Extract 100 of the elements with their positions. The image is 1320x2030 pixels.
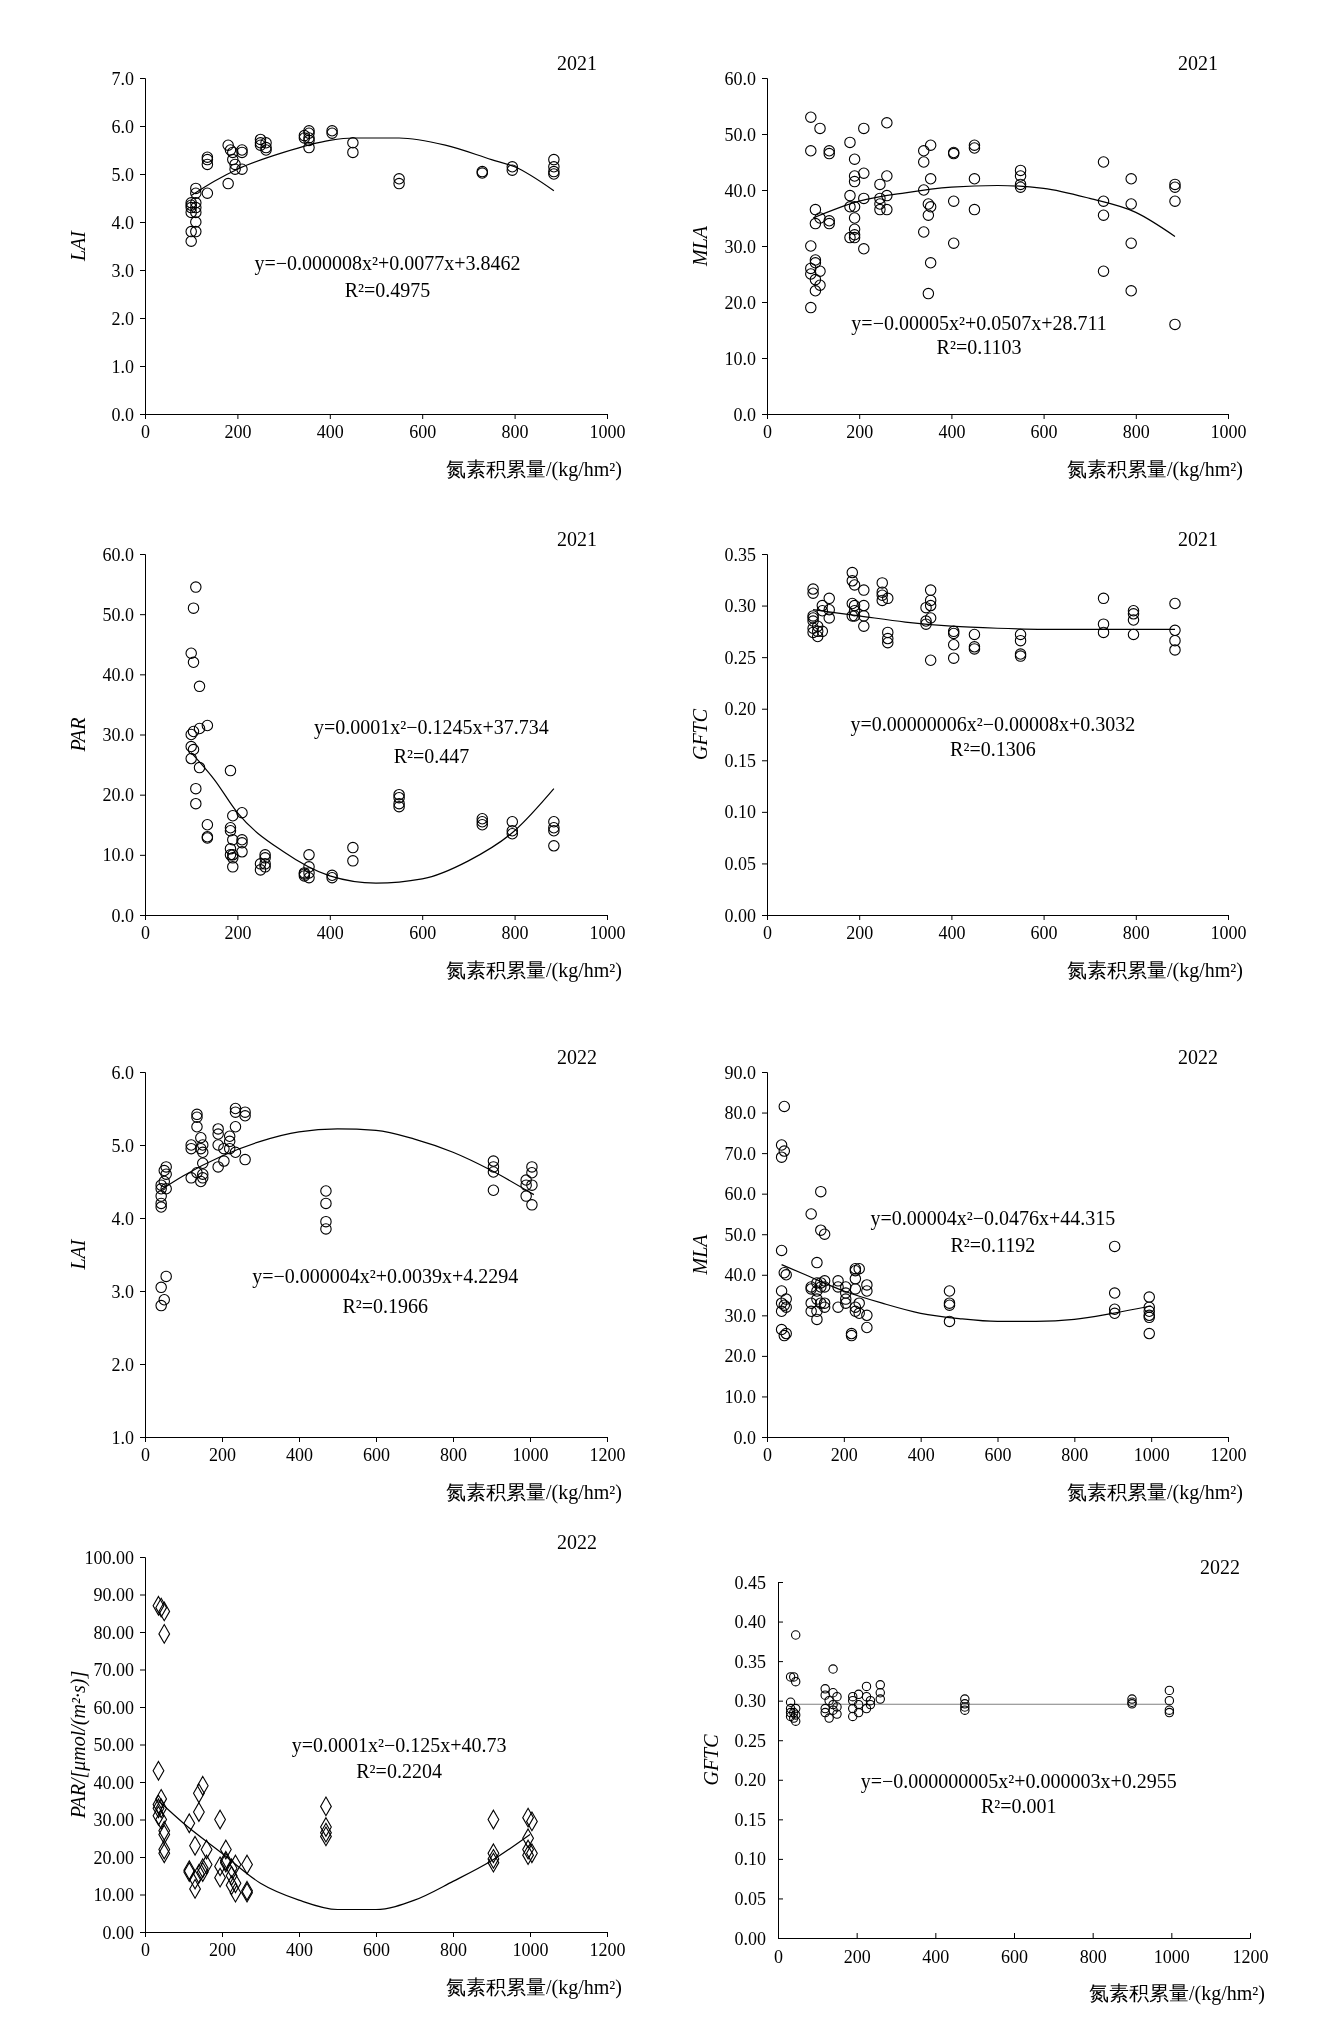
x-tick-label: 200	[830, 1445, 858, 1466]
y-tick-label: 0.25	[724, 647, 756, 668]
y-tick-label: 70.00	[93, 1660, 134, 1680]
point	[828, 1664, 838, 1674]
y-tick-label: 80.0	[724, 1103, 756, 1124]
point	[487, 1184, 500, 1196]
y-tick-label: 0.15	[724, 750, 756, 771]
y-tick-label: 0.0	[733, 404, 756, 425]
y-tick-label: 6.0	[111, 116, 134, 137]
point	[218, 1142, 230, 1155]
point	[875, 1694, 885, 1704]
x-tick-label: 600	[409, 422, 437, 443]
y-tick-label: 20.0	[102, 785, 134, 806]
point	[155, 1299, 167, 1312]
point	[185, 1172, 197, 1184]
x-axis-title: 氮素积累量/(kg/hm²)	[446, 458, 622, 481]
y-tick-label: 0.00	[102, 1922, 134, 1943]
annotation: y=0.00004x²−0.0476x+44.315	[870, 1207, 1116, 1230]
text: 2022	[1200, 1556, 1240, 1578]
y-tick-label: 70.0	[724, 1143, 756, 1164]
y-tick-label: 40.00	[93, 1772, 134, 1793]
x-tick-label: 1000	[512, 1940, 549, 1961]
annotation: y=−0.000000005x²+0.000003x+0.2955	[860, 1770, 1177, 1794]
x-tick-label: 800	[1079, 1947, 1107, 1968]
x-axis-title: 氮素积累量/(kg/hm²)	[1089, 1982, 1265, 2005]
x-tick-label: 0	[141, 923, 150, 944]
y-tick-label: 0.35	[734, 1651, 766, 1672]
x-tick-label: 0	[141, 1940, 150, 1961]
point	[155, 1179, 167, 1191]
point	[158, 1294, 170, 1306]
point	[223, 1135, 236, 1148]
x-tick-label: 200	[843, 1947, 871, 1968]
point	[320, 1215, 332, 1228]
y-tick-label: 0.05	[734, 1888, 766, 1909]
y-tick-label: 3.0	[111, 260, 134, 281]
point	[785, 1697, 796, 1707]
y-tick-label: 60.0	[724, 1184, 756, 1205]
annotation: R²=0.001	[980, 1795, 1057, 1818]
y-tick-label: 4.0	[111, 1208, 134, 1229]
point	[820, 1684, 830, 1694]
y-axis-title: PAR	[67, 717, 89, 753]
point	[185, 206, 197, 219]
x-tick-label: 600	[984, 1445, 1012, 1466]
point	[487, 1166, 500, 1178]
x-tick-label: 0	[774, 1947, 783, 1968]
point	[960, 1694, 970, 1704]
x-tick-label: 600	[1030, 422, 1058, 443]
y-tick-label: 4.0	[111, 212, 134, 233]
y-tick-label: 0.0	[111, 905, 134, 926]
point	[853, 1689, 864, 1700]
point	[824, 1713, 834, 1723]
point	[197, 1157, 209, 1169]
point	[229, 1106, 242, 1118]
x-tick-label: 800	[1122, 923, 1150, 944]
point	[824, 1695, 834, 1706]
point	[789, 1672, 799, 1682]
text: 2022	[1178, 1046, 1218, 1068]
y-tick-label: 20.0	[724, 292, 756, 313]
point	[190, 182, 202, 195]
y-tick-label: 0.00	[724, 905, 756, 926]
y-tick-label: 40.0	[102, 664, 134, 685]
text: 2021	[557, 528, 597, 550]
x-tick-label: 200	[846, 923, 874, 944]
point	[185, 235, 197, 247]
x-tick-label: 400	[922, 1947, 950, 1968]
point	[1164, 1685, 1175, 1696]
y-tick-label: 0.25	[734, 1730, 766, 1751]
x-tick-label: 600	[363, 1940, 390, 1961]
y-tick-label: 0.15	[734, 1809, 766, 1830]
point	[190, 216, 202, 228]
point	[185, 1142, 197, 1155]
annotation: R²=0.1306	[950, 737, 1036, 760]
y-tick-label: 50.0	[724, 1224, 756, 1245]
x-tick-label: 200	[209, 1940, 236, 1961]
y-tick-label: 0.20	[734, 1770, 766, 1791]
point	[832, 1702, 842, 1712]
y-tick-label: 50.0	[102, 604, 134, 625]
y-tick-label: 20.0	[724, 1346, 756, 1367]
y-tick-label: 0.00	[734, 1928, 766, 1949]
point	[875, 1680, 885, 1690]
annotation: y=−0.00005x²+0.0507x+28.711	[851, 312, 1107, 336]
x-tick-label: 200	[846, 422, 874, 443]
x-tick-label: 0	[763, 422, 772, 443]
point	[158, 1164, 170, 1177]
point	[347, 137, 359, 149]
point	[155, 1190, 167, 1202]
point	[393, 177, 405, 190]
point	[160, 1270, 172, 1283]
annotation: R²=0.1966	[342, 1294, 429, 1317]
x-tick-label: 600	[409, 923, 437, 944]
annotation: y=0.0001x²−0.1245x+37.734	[314, 716, 549, 740]
text: 2021	[1178, 528, 1218, 550]
point	[820, 1690, 830, 1700]
point	[548, 153, 560, 166]
y-tick-label: 5.0	[111, 1135, 134, 1156]
point	[185, 225, 197, 238]
point	[223, 1142, 236, 1155]
y-axis-title: LAI	[67, 229, 89, 262]
x-tick-label: 1000	[1210, 422, 1247, 443]
y-tick-label: 90.00	[93, 1585, 134, 1605]
